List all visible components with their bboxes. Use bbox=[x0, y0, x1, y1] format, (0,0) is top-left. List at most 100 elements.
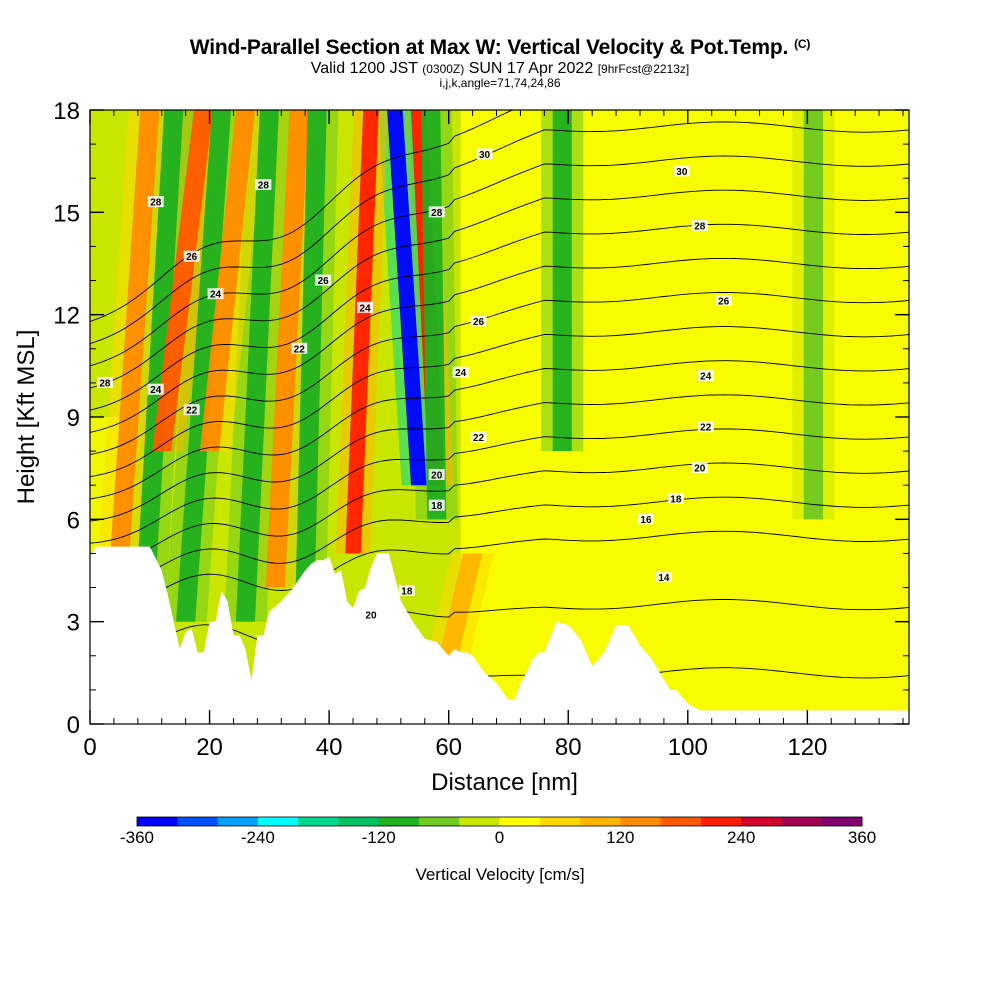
valid-utc: (0300Z) bbox=[422, 62, 465, 76]
velocity-band bbox=[265, 110, 309, 588]
contour-label: 28 bbox=[694, 221, 706, 232]
colorbar-tick-label: -240 bbox=[241, 828, 275, 847]
chart-subtitle: Valid 1200 JST (0300Z) SUN 17 Apr 2022 [… bbox=[0, 60, 1000, 78]
x-axis-label: Distance [nm] bbox=[431, 769, 578, 796]
contour-label: 28 bbox=[431, 208, 443, 219]
colorbar-tick-label: 120 bbox=[606, 828, 634, 847]
contour-label-bg bbox=[667, 492, 684, 504]
x-tick-label: 120 bbox=[787, 734, 827, 761]
colorbar-swatch bbox=[177, 817, 218, 826]
contour-label-bg bbox=[476, 148, 493, 160]
isentrope-line bbox=[90, 496, 909, 589]
forecast-info: [9hrFcst@2213z] bbox=[597, 62, 690, 76]
y-tick-label: 15 bbox=[53, 200, 80, 227]
colorbar-swatch bbox=[257, 817, 299, 826]
y-tick-label: 18 bbox=[53, 98, 80, 125]
contour-label-bg bbox=[255, 179, 272, 191]
contour-label: 22 bbox=[473, 433, 485, 444]
velocity-band bbox=[110, 110, 160, 554]
contour-label: 22 bbox=[700, 423, 712, 434]
velocity-band bbox=[199, 110, 255, 452]
contour-label: 26 bbox=[186, 252, 198, 263]
x-tick-label: 80 bbox=[555, 734, 582, 761]
contour-labels: 28 26 24 28 24 22 28 26 22 24 30 28 26 24 22 20 18 18 20 30… bbox=[96, 148, 732, 621]
contour-label-bg bbox=[398, 584, 415, 596]
contour-label-bg bbox=[715, 295, 732, 307]
field-weak-up-region bbox=[460, 110, 909, 724]
contour-label-bg bbox=[691, 219, 708, 231]
x-tick-label: 100 bbox=[668, 734, 708, 761]
colorbar-swatch bbox=[781, 817, 823, 826]
y-tick-label: 3 bbox=[67, 610, 80, 637]
contour-label: 28 bbox=[258, 181, 270, 192]
colorbar-tick-label: 0 bbox=[495, 828, 504, 847]
isentrope-line bbox=[90, 462, 909, 566]
contour-label-bg bbox=[96, 376, 113, 388]
y-tick-label: 12 bbox=[53, 303, 80, 330]
valid-time: Valid 1200 JST bbox=[310, 60, 418, 77]
contour-label-bg bbox=[697, 370, 714, 382]
y-tick-label: 0 bbox=[67, 712, 80, 739]
contour-label-bg bbox=[428, 468, 445, 480]
contour-label: 18 bbox=[401, 586, 413, 597]
colorbar-swatch bbox=[418, 817, 460, 826]
contour-label: 24 bbox=[210, 290, 222, 301]
colorbar-label: Vertical Velocity [cm/s] bbox=[415, 865, 584, 884]
contour-label: 26 bbox=[318, 276, 330, 287]
contour-label-bg bbox=[470, 315, 487, 327]
contour-label: 30 bbox=[479, 150, 491, 161]
colorbar-tick-label: 360 bbox=[848, 828, 876, 847]
contour-label-bg bbox=[183, 404, 200, 416]
colorbar-swatch bbox=[338, 817, 380, 826]
contour-label: 18 bbox=[431, 501, 443, 512]
isentrope-line bbox=[90, 155, 909, 367]
velocity-band bbox=[134, 110, 184, 622]
contour-label: 20 bbox=[694, 464, 706, 475]
valid-date: SUN 17 Apr 2022 bbox=[468, 60, 594, 77]
colorbar-tick-label: 240 bbox=[727, 828, 755, 847]
contour-label-bg bbox=[637, 513, 654, 525]
vertical-velocity-field bbox=[98, 110, 835, 656]
velocity-band bbox=[295, 110, 327, 588]
contour-label: 22 bbox=[294, 344, 306, 355]
contour-label-bg bbox=[673, 165, 690, 177]
contour-label: 18 bbox=[670, 494, 682, 505]
velocity-band bbox=[552, 110, 572, 452]
chart-title: Wind-Parallel Section at Max W: Vertical… bbox=[0, 36, 1000, 60]
contour-label-bg bbox=[147, 196, 164, 208]
terrain-fill bbox=[90, 546, 909, 724]
colorbar-swatch bbox=[539, 817, 581, 826]
contour-label-bg bbox=[291, 342, 308, 354]
y-tick-label: 9 bbox=[67, 405, 80, 432]
contour-label-bg bbox=[428, 499, 445, 511]
contour-label: 16 bbox=[640, 515, 652, 526]
isentrope-line bbox=[90, 326, 909, 478]
colorbar-swatch bbox=[620, 817, 662, 826]
contour-label: 24 bbox=[359, 303, 371, 314]
contour-label: 24 bbox=[700, 372, 712, 383]
isentrope-line bbox=[90, 110, 514, 322]
isentrope-line bbox=[90, 189, 909, 389]
colorbar-swatch bbox=[580, 817, 621, 826]
contour-label: 20 bbox=[431, 470, 443, 481]
contour-label: 24 bbox=[455, 368, 467, 379]
colorbar-swatch bbox=[217, 817, 259, 826]
colorbar-swatch bbox=[298, 817, 339, 826]
contour-label: 26 bbox=[718, 297, 730, 308]
x-tick-label: 0 bbox=[83, 734, 96, 761]
chart-title-text: Wind-Parallel Section at Max W: Vertical… bbox=[189, 36, 789, 59]
contour-label: 26 bbox=[473, 317, 485, 328]
colorbar-frame bbox=[136, 816, 863, 827]
colorbar: -360 -240 -120 0 120 240 360 Vertical Velocity … bbox=[120, 816, 876, 884]
isentrope-line bbox=[90, 394, 909, 522]
colorbar-swatch bbox=[378, 817, 420, 826]
velocity-band bbox=[387, 110, 427, 486]
contour-label-bg bbox=[691, 462, 708, 474]
colorbar-swatch bbox=[660, 817, 702, 826]
terrain-mask bbox=[90, 546, 909, 724]
contour-label: 24 bbox=[150, 385, 162, 396]
velocity-band bbox=[803, 110, 823, 520]
velocity-band bbox=[235, 110, 279, 622]
contour-label: 30 bbox=[676, 167, 688, 178]
contour-label-bg bbox=[428, 206, 445, 218]
